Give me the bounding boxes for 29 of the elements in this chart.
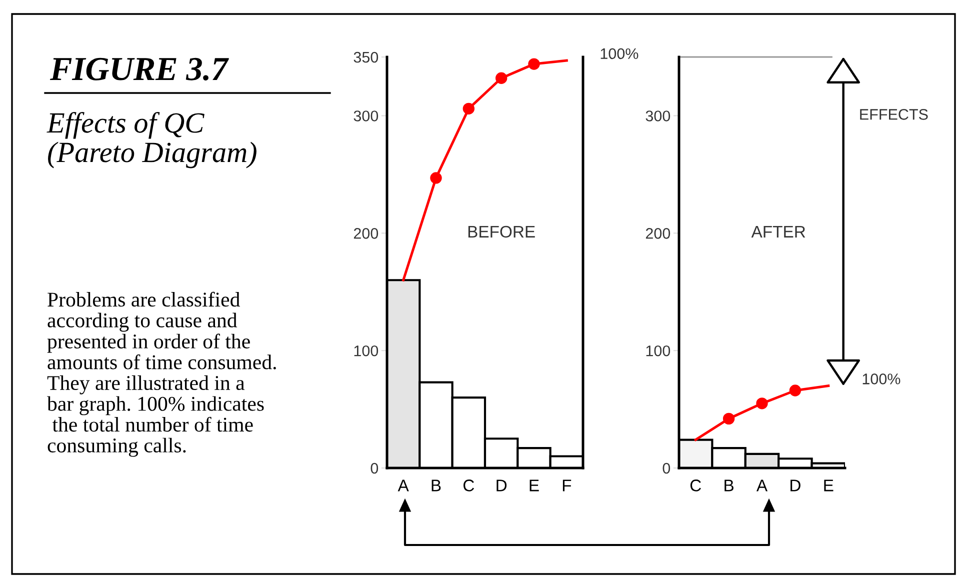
x-tick-label: A: [398, 480, 409, 492]
y-tick-label: 200: [646, 228, 670, 239]
x-tick-label: D: [790, 480, 800, 492]
x-tick-label: F: [562, 480, 572, 492]
y-tick-label: 300: [354, 110, 378, 122]
y-tick-label: 0: [662, 462, 670, 474]
y-tick-label: 200: [354, 228, 378, 239]
x-tick-label: D: [496, 480, 507, 492]
text: FIGURE 3.7: [50, 58, 229, 80]
y-tick-label: 100: [354, 345, 378, 356]
x-tick-label: C: [463, 480, 474, 492]
y-tick-label: 300: [646, 110, 670, 122]
x-tick-label: B: [432, 480, 441, 492]
text: AFTER: [751, 226, 806, 238]
x-tick-label: C: [690, 480, 701, 492]
x-tick-label: A: [756, 480, 768, 492]
x-tick-label: E: [530, 480, 539, 492]
y-tick-label: 350: [354, 52, 378, 63]
y-tick-label: 0: [370, 462, 378, 474]
x-tick-label: B: [724, 480, 734, 492]
line-series: [402, 59, 568, 282]
y-tick-label: 100: [646, 345, 670, 356]
text: BEFORE: [468, 226, 535, 238]
text: Problems are classified according to cause and presented in order of the amounts of time consumed. They are illustrated in a bar graph. 100% indicates the total number of time consuming calls.: [47, 292, 276, 457]
text: Effects of QC (Pareto Diagram): [46, 112, 256, 168]
text: EFFECTS: [860, 108, 928, 120]
text: 100%: [600, 48, 638, 60]
text: 100%: [862, 374, 900, 384]
x-tick-label: E: [824, 480, 834, 492]
